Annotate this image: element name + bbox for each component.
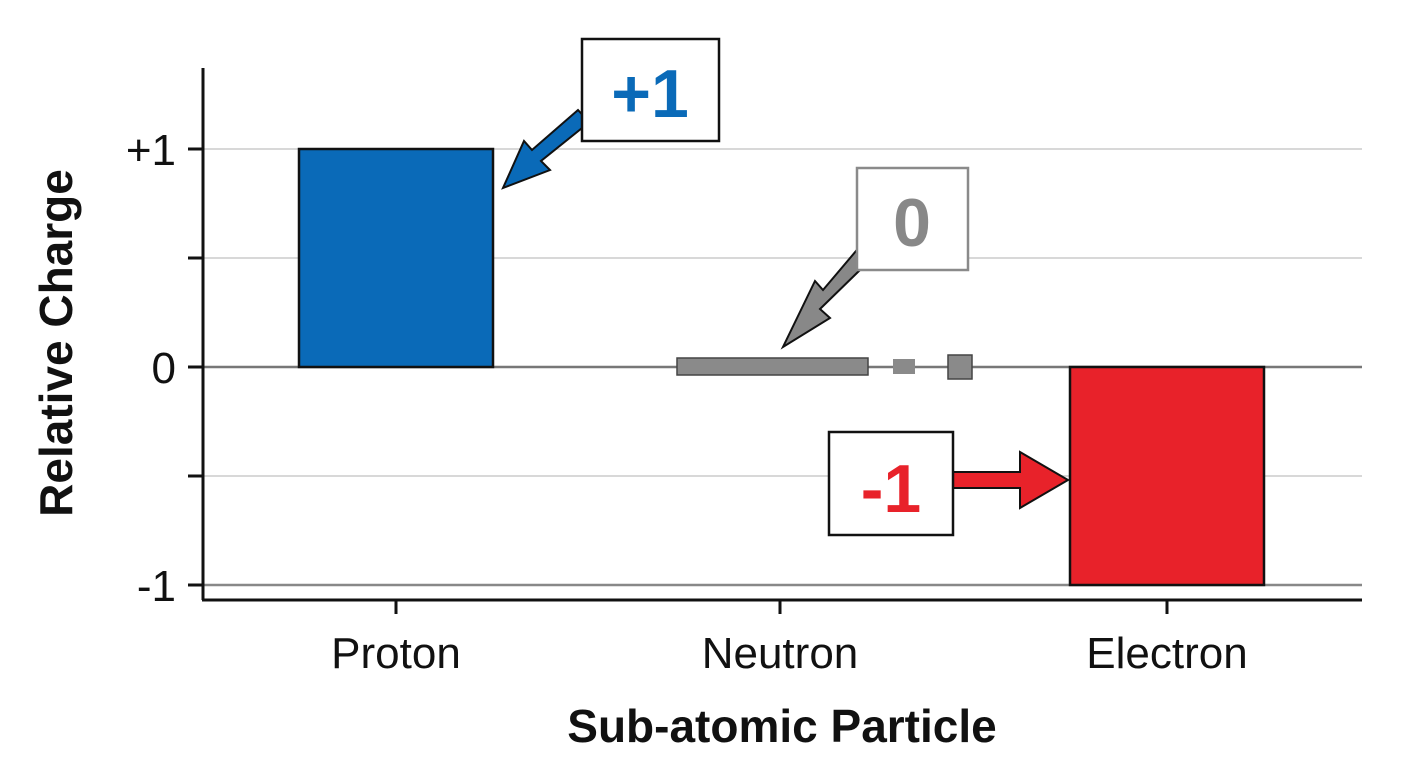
callout-arrow-neutron [780,249,868,350]
x-tick-label: Electron [1086,629,1247,678]
bar-neutron [676,357,869,376]
callout-label-proton: +1 [611,56,689,132]
y-tick-label: -1 [137,562,176,611]
callout-label-electron: -1 [861,451,921,527]
callout-box-neutron [855,166,970,272]
y-tick-label: +1 [126,126,176,175]
callout-box-proton [580,37,721,143]
x-tick-label: Proton [331,629,461,678]
bar-neutron-dash [947,354,973,380]
callout-arrow-proton [501,108,591,190]
y-axis-title: Relative Charge [30,169,82,517]
bar-electron [1068,365,1266,587]
y-tick-label: 0 [152,344,176,393]
bar-proton [297,147,495,369]
callout-label-neutron: 0 [893,185,931,261]
callout-arrow-electron [951,450,1070,510]
bar-neutron-dash [893,359,915,374]
callout-layer: +1 0 -1 [501,37,1070,537]
x-tick-label: Neutron [702,629,859,678]
bar-layer [297,147,1266,587]
tick-layer: +1 0 -1 Proton Neutron Electron [126,126,1248,678]
x-axis-title: Sub-atomic Particle [567,700,996,752]
callout-box-electron [827,430,955,537]
